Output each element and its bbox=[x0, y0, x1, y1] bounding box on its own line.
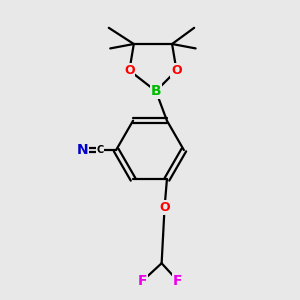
Text: O: O bbox=[171, 64, 182, 77]
Text: N: N bbox=[76, 143, 88, 157]
Text: B: B bbox=[151, 84, 161, 98]
Text: F: F bbox=[173, 274, 183, 288]
Text: C: C bbox=[96, 145, 103, 155]
Text: O: O bbox=[159, 201, 170, 214]
Text: O: O bbox=[124, 64, 135, 77]
Text: F: F bbox=[138, 274, 147, 288]
